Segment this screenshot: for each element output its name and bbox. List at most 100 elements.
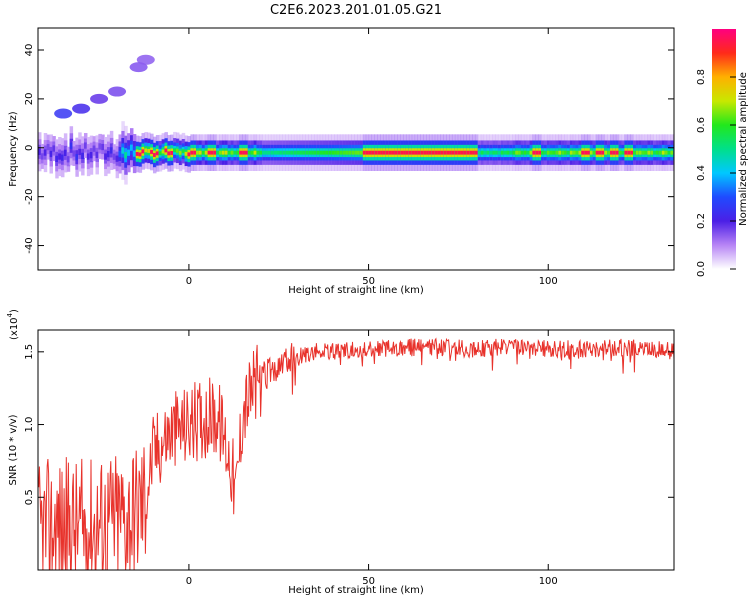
spectrogram-cell [334, 150, 338, 155]
colorbar-ticks: 0.0 0.2 0.4 0.6 0.8 [696, 69, 736, 277]
spectrogram-cell [371, 150, 375, 155]
spectrogram-cell [391, 150, 396, 155]
spectrogram-cell [230, 150, 235, 155]
spectrogram-blob [136, 54, 155, 65]
spectrogram-cell [431, 150, 436, 155]
spectrogram-cell [408, 150, 413, 155]
snr-ticks: 0 50 100 1.5 1.0 0.5 [24, 330, 674, 587]
spectrogram-cell [526, 150, 531, 155]
spectrogram-cell [457, 150, 462, 155]
spectrogram-cell [279, 150, 283, 155]
spectrogram-cell [601, 150, 605, 155]
snr-ytick-label: 1.5 [24, 344, 35, 360]
spectrogram-cell [561, 150, 565, 155]
snr-xtick-label: 0 [186, 576, 192, 587]
spectrogram-cell [480, 150, 485, 155]
spectrogram-cell [135, 152, 140, 156]
colorbar-tick-label: 0.4 [696, 165, 707, 181]
spectrogram-cell [224, 150, 229, 155]
spectrogram-cell [618, 150, 623, 155]
spectrogram-cell [512, 150, 516, 155]
spectrogram-cell [454, 150, 459, 155]
spectrogram-cell [469, 150, 473, 155]
spectrogram-cell [587, 150, 591, 155]
spectrogram-cell [265, 150, 269, 155]
spectrogram-cell [86, 153, 91, 160]
spectrogram-cell [466, 150, 470, 155]
spectrogram-cell [92, 145, 97, 152]
spectrogram-cell [446, 150, 450, 155]
spectrogram-cell [641, 150, 646, 155]
spectrogram-cell [178, 150, 183, 155]
spectrogram-cell [661, 150, 666, 155]
spectrogram-cell [233, 150, 237, 155]
spectrogram-cell [43, 149, 48, 156]
spectrogram-xtick-label: 100 [539, 276, 558, 287]
spectrogram-cell [322, 150, 327, 155]
spectrogram-cell [515, 150, 519, 155]
spectrogram-cell [644, 150, 649, 155]
spectrogram-cell [463, 150, 467, 155]
spectrogram-cell [319, 150, 324, 155]
snr-scale-close: ) [9, 309, 20, 313]
spectrogram-cell [564, 150, 568, 155]
spectrogram-cell [147, 148, 151, 153]
spectrogram-cell [161, 149, 166, 154]
spectrogram-cell [426, 150, 430, 155]
spectrogram-cell [109, 147, 114, 154]
spectrogram-cell [486, 150, 490, 155]
spectrogram-cell [474, 150, 479, 155]
spectrogram-blob [129, 62, 148, 73]
spectrogram-cell [106, 150, 111, 158]
spectrogram-cell [449, 150, 453, 155]
snr-scale-open: (x10 [9, 317, 20, 340]
snr-scale-label: (x104) [6, 309, 20, 340]
spectrogram-frame [37, 27, 675, 271]
spectrogram-cell [483, 150, 488, 155]
spectrogram-marks [38, 54, 674, 185]
spectrogram-cell [63, 149, 68, 156]
spectrogram-cell [187, 152, 191, 157]
spectrogram-cell [477, 150, 482, 155]
spectrogram-cell [316, 150, 321, 155]
spectrogram-cell [227, 150, 232, 155]
spectrogram-cell [604, 150, 608, 155]
colorbar-tick-label: 0.8 [696, 69, 707, 85]
spectrogram-cell [331, 150, 335, 155]
spectrogram-cell [244, 150, 249, 155]
spectrogram-panel: 0 50 100 40 20 0 -20 -40 Height of straight lin… [8, 27, 675, 296]
spectrogram-cell [434, 150, 439, 155]
spectrogram-cell [500, 150, 505, 155]
spectrogram-cell [144, 148, 148, 153]
spectrogram-cell [635, 150, 640, 155]
spectrogram-cell [555, 150, 559, 155]
spectrogram-cell [546, 150, 551, 155]
spectrogram-cell [538, 150, 542, 155]
spectrogram-cell [566, 150, 571, 155]
spectrogram-cell [38, 148, 42, 155]
spectrogram-cell [152, 153, 157, 157]
spectrogram-cell [572, 150, 577, 155]
spectrogram-cell [342, 150, 347, 155]
spectrogram-cell [184, 151, 189, 156]
spectrogram-cell [98, 143, 102, 150]
spectrogram-cell [428, 150, 433, 155]
spectrogram-cell [509, 150, 513, 155]
spectrogram-ylabel: Frequency (Hz) [8, 111, 19, 187]
spectrogram-cell [173, 148, 177, 153]
spectrogram-cell [190, 150, 194, 155]
spectrogram-cell [598, 150, 603, 155]
spectrogram-xtick-label: 50 [362, 276, 375, 287]
snr-xtick-label: 100 [539, 576, 558, 587]
spectrogram-cell [308, 150, 312, 155]
spectrogram-cell [288, 150, 292, 155]
spectrogram-cell [440, 150, 444, 155]
spectrogram-cell [653, 150, 657, 155]
spectrogram-cell [219, 150, 223, 155]
spectrogram-cell [529, 150, 534, 155]
spectrogram-cell [549, 150, 554, 155]
spectrogram-cell [40, 153, 45, 160]
spectrogram-cell [313, 150, 318, 155]
